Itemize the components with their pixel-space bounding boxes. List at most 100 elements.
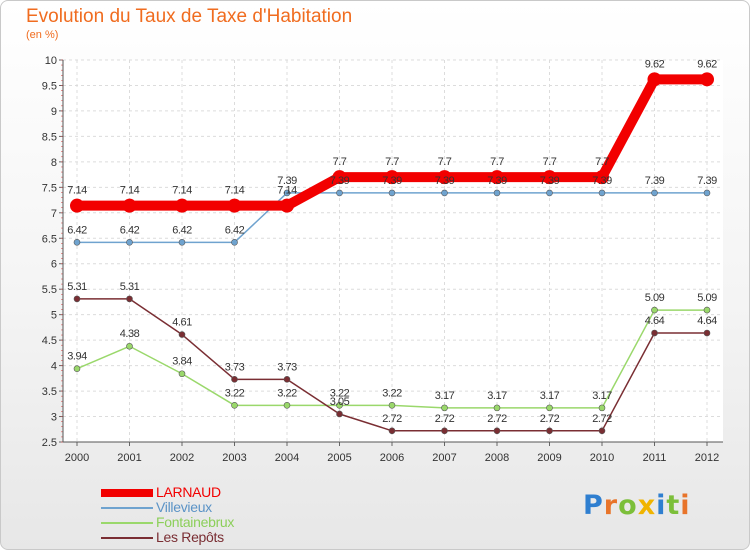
y-tick-label: 6 <box>51 259 57 271</box>
data-point-villevieux <box>231 239 238 246</box>
data-point-les-rep-ts <box>703 329 711 337</box>
data-label-villevieux: 6.42 <box>172 224 192 236</box>
x-tick-label: 2001 <box>117 452 141 464</box>
data-label-les-rep-ts: 2.72 <box>435 413 455 425</box>
plot-area <box>63 60 723 442</box>
data-label-villevieux: 6.42 <box>120 224 140 236</box>
data-point-fontainebrux <box>441 404 448 412</box>
data-label-les-rep-ts: 4.61 <box>172 317 192 329</box>
x-tick-label: 2002 <box>170 452 194 464</box>
legend-swatch-villevieux <box>101 507 153 509</box>
data-point-villevieux <box>493 189 501 197</box>
x-tick-label: 2003 <box>222 452 246 464</box>
data-label-villevieux: 7.39 <box>540 175 560 187</box>
data-point-villevieux <box>73 239 81 246</box>
data-label-larnaud: 7.7 <box>385 156 399 168</box>
data-point-villevieux <box>703 189 711 197</box>
data-label-fontainebrux: 5.09 <box>645 292 665 304</box>
data-point-les-rep-ts <box>178 331 186 338</box>
data-label-larnaud: 7.14 <box>67 185 87 197</box>
y-tick-label: 9 <box>51 106 57 118</box>
data-label-larnaud: 7.7 <box>333 156 347 168</box>
x-tick-label: 2012 <box>695 452 719 464</box>
logo-letter: x <box>637 490 657 521</box>
data-label-les-rep-ts: 5.31 <box>67 281 87 293</box>
x-tick-label: 2009 <box>537 452 561 464</box>
data-point-fontainebrux <box>546 404 553 412</box>
data-point-larnaud <box>280 198 294 213</box>
data-point-les-rep-ts <box>73 295 81 303</box>
data-label-les-rep-ts: 2.72 <box>487 413 507 425</box>
data-point-larnaud <box>122 198 137 213</box>
data-label-villevieux: 7.39 <box>697 175 717 187</box>
y-tick-label: 8 <box>51 157 57 169</box>
data-label-les-rep-ts: 2.72 <box>382 413 402 425</box>
data-point-larnaud <box>490 170 504 185</box>
data-label-larnaud: 9.62 <box>645 58 665 70</box>
chart-subtitle: (en %) <box>26 29 59 41</box>
data-point-fontainebrux <box>598 404 606 412</box>
x-tick-label: 2010 <box>590 452 614 464</box>
data-point-larnaud <box>70 198 84 213</box>
data-label-les-rep-ts: 2.72 <box>540 413 560 425</box>
data-label-villevieux: 7.39 <box>277 175 297 187</box>
data-label-les-rep-ts: 3.73 <box>225 361 245 373</box>
data-point-fontainebrux <box>126 342 133 350</box>
x-tick-label: 2004 <box>275 452 299 464</box>
data-point-fontainebrux <box>493 404 501 412</box>
data-label-fontainebrux: 3.94 <box>67 351 87 363</box>
data-point-fontainebrux <box>283 402 291 409</box>
data-label-fontainebrux: 4.38 <box>120 328 140 340</box>
data-point-les-rep-ts <box>126 295 133 303</box>
data-label-villevieux: 6.42 <box>67 224 87 236</box>
data-point-fontainebrux <box>231 402 238 409</box>
legend-item-les-repots: Les Repôts <box>101 530 301 545</box>
data-label-villevieux: 7.39 <box>592 175 612 187</box>
data-label-larnaud: 7.7 <box>490 156 504 168</box>
x-tick-label: 2005 <box>327 452 351 464</box>
data-label-les-rep-ts: 3.05 <box>330 396 350 408</box>
data-label-fontainebrux: 3.22 <box>277 387 297 399</box>
data-label-larnaud: 7.7 <box>543 156 557 168</box>
data-label-fontainebrux: 3.22 <box>330 387 350 399</box>
data-label-fontainebrux: 3.17 <box>435 390 455 402</box>
chart-title: Evolution du Taux de Taxe d'Habitation <box>26 6 353 27</box>
data-point-les-rep-ts <box>283 376 291 383</box>
logo-letter: i <box>656 490 667 521</box>
y-tick-label: 9.5 <box>42 80 57 92</box>
data-label-villevieux: 7.39 <box>435 175 455 187</box>
data-label-villevieux: 7.39 <box>382 175 402 187</box>
data-point-villevieux <box>651 189 658 197</box>
data-point-les-rep-ts <box>651 329 658 337</box>
data-point-larnaud <box>595 170 609 185</box>
data-label-les-rep-ts: 2.72 <box>592 413 612 425</box>
x-tick-label: 2006 <box>380 452 404 464</box>
data-point-les-rep-ts <box>441 427 448 435</box>
data-label-larnaud: 7.14 <box>277 185 297 197</box>
data-point-fontainebrux <box>336 402 343 409</box>
logo-letter: t <box>666 490 681 521</box>
legend-label-fontainebrux: Fontainebrux <box>156 514 235 530</box>
y-tick-label: 4.5 <box>42 335 57 347</box>
legend-label-villevieux: Villevieux <box>156 499 212 515</box>
data-label-villevieux: 7.39 <box>645 175 665 187</box>
data-point-villevieux <box>336 189 343 197</box>
data-point-villevieux <box>283 189 291 197</box>
logo-letter: o <box>618 490 638 521</box>
data-point-larnaud <box>647 72 662 87</box>
data-label-fontainebrux: 3.17 <box>592 390 612 402</box>
data-label-les-rep-ts: 5.31 <box>120 281 140 293</box>
legend-swatch-les-repots <box>101 537 153 539</box>
y-tick-label: 2.5 <box>42 437 57 449</box>
data-point-villevieux <box>598 189 606 197</box>
data-point-fontainebrux <box>73 365 81 372</box>
data-point-les-rep-ts <box>546 427 553 435</box>
y-tick-label: 7 <box>51 208 57 220</box>
legend-swatch-fontainebrux <box>101 522 153 524</box>
y-tick-label: 7.5 <box>42 182 57 194</box>
legend: LARNAUD Villevieux Fontainebrux Les Repô… <box>101 485 301 545</box>
x-tick-label: 2008 <box>485 452 509 464</box>
data-label-les-rep-ts: 4.64 <box>697 315 717 327</box>
data-label-les-rep-ts: 4.64 <box>645 315 665 327</box>
